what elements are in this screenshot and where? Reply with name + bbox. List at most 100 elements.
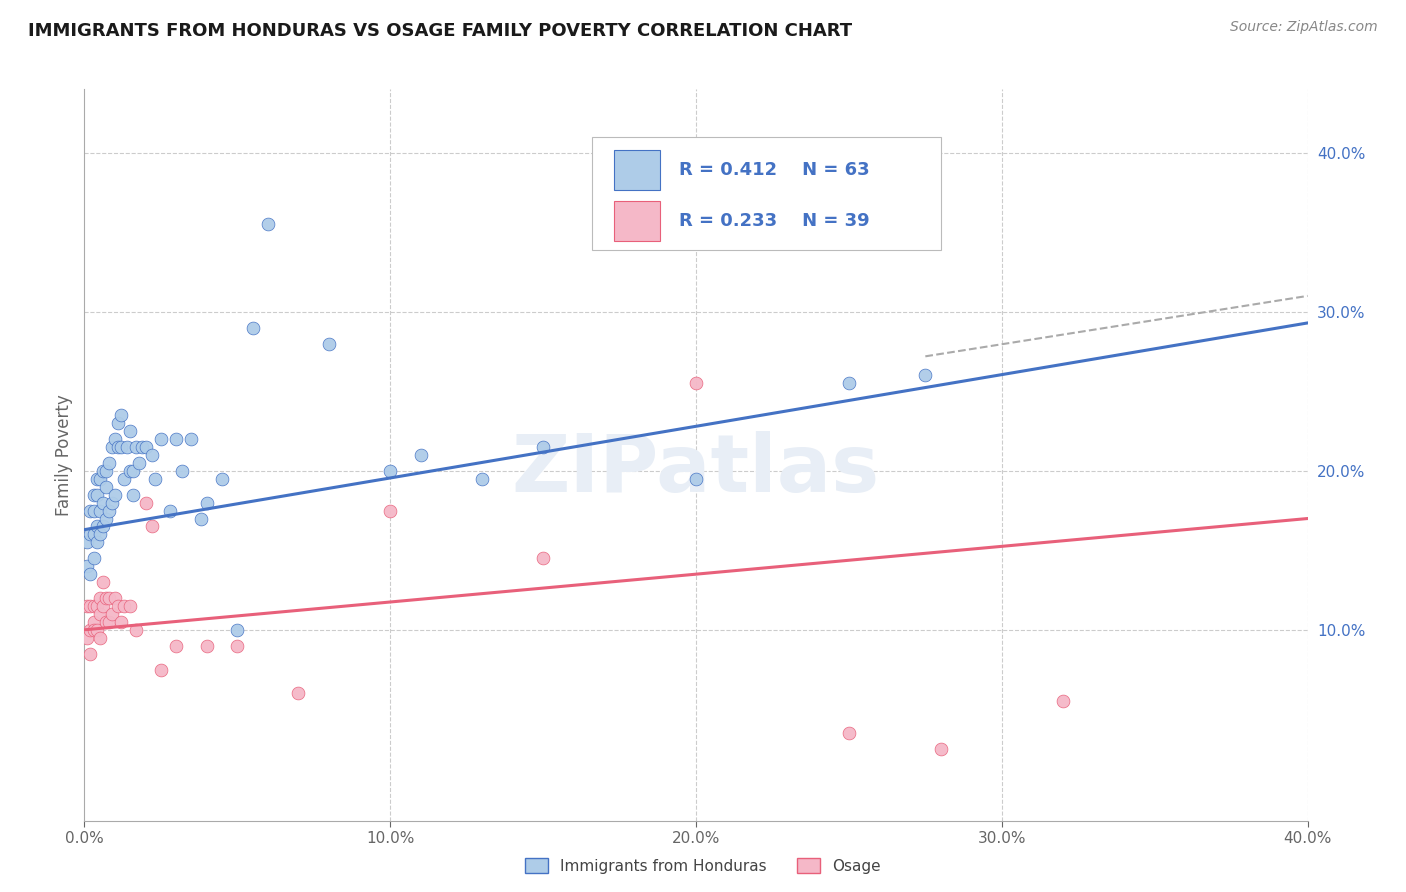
Point: [165, 639, 187, 653]
Point: [180, 432, 202, 446]
Point: [76, 535, 98, 549]
Point: [1052, 694, 1074, 708]
Point: [101, 495, 124, 509]
Point: [86, 519, 108, 533]
Point: [143, 472, 166, 486]
Point: [86, 472, 108, 486]
Point: [83, 623, 105, 637]
Point: [91, 575, 114, 590]
Point: [89, 527, 111, 541]
FancyBboxPatch shape: [614, 150, 661, 190]
Point: [104, 488, 127, 502]
Point: [104, 591, 127, 605]
Point: [91, 495, 114, 509]
Point: [128, 456, 150, 470]
Point: [914, 368, 936, 383]
Point: [226, 639, 249, 653]
Point: [83, 503, 105, 517]
Point: [120, 424, 142, 438]
Point: [91, 464, 114, 478]
Point: [190, 511, 212, 525]
Point: [86, 535, 108, 549]
Point: [94, 591, 117, 605]
Point: [195, 639, 218, 653]
Point: [94, 480, 117, 494]
Point: [79, 503, 101, 517]
Point: [257, 218, 280, 232]
FancyBboxPatch shape: [592, 136, 941, 250]
Point: [226, 623, 249, 637]
Legend: Immigrants from Honduras, Osage: Immigrants from Honduras, Osage: [519, 852, 887, 880]
Point: [242, 320, 264, 334]
Point: [838, 376, 860, 391]
Point: [110, 408, 132, 422]
Point: [104, 432, 127, 446]
Point: [94, 511, 117, 525]
Point: [83, 615, 105, 629]
Point: [115, 440, 138, 454]
FancyBboxPatch shape: [614, 201, 661, 242]
Point: [149, 432, 172, 446]
Point: [685, 376, 707, 391]
Point: [409, 448, 432, 462]
Point: [83, 599, 105, 613]
Text: R = 0.412    N = 63: R = 0.412 N = 63: [679, 161, 869, 179]
Point: [471, 472, 494, 486]
Point: [112, 472, 135, 486]
Point: [86, 623, 108, 637]
Point: [211, 472, 233, 486]
Point: [125, 440, 148, 454]
Point: [135, 440, 157, 454]
Point: [83, 488, 105, 502]
Point: [86, 488, 108, 502]
Point: [122, 488, 145, 502]
Point: [287, 686, 309, 700]
Point: [79, 623, 101, 637]
Point: [107, 440, 129, 454]
Point: [110, 440, 132, 454]
Point: [149, 663, 172, 677]
Point: [89, 503, 111, 517]
Point: [79, 599, 101, 613]
Point: [112, 599, 135, 613]
Point: [131, 440, 153, 454]
Point: [165, 432, 187, 446]
Point: [101, 607, 124, 621]
Text: ZIPatlas: ZIPatlas: [512, 431, 880, 508]
Point: [141, 448, 163, 462]
Point: [89, 607, 111, 621]
Point: [318, 336, 340, 351]
Point: [76, 559, 98, 574]
Text: R = 0.233    N = 39: R = 0.233 N = 39: [679, 212, 869, 230]
Point: [97, 503, 120, 517]
Point: [76, 631, 98, 645]
Point: [91, 599, 114, 613]
Text: Source: ZipAtlas.com: Source: ZipAtlas.com: [1230, 20, 1378, 34]
Point: [141, 519, 163, 533]
Point: [94, 615, 117, 629]
Point: [685, 472, 707, 486]
Point: [195, 495, 218, 509]
Point: [122, 464, 145, 478]
Point: [135, 495, 157, 509]
Point: [110, 615, 132, 629]
Point: [79, 567, 101, 582]
Point: [97, 456, 120, 470]
Point: [79, 647, 101, 661]
Point: [97, 591, 120, 605]
Point: [79, 527, 101, 541]
Point: [97, 615, 120, 629]
Point: [380, 503, 402, 517]
Point: [83, 551, 105, 566]
Point: [83, 527, 105, 541]
Point: [838, 726, 860, 740]
Point: [91, 519, 114, 533]
Point: [159, 503, 181, 517]
Point: [76, 599, 98, 613]
Point: [89, 472, 111, 486]
Point: [94, 464, 117, 478]
Point: [929, 742, 952, 756]
Text: IMMIGRANTS FROM HONDURAS VS OSAGE FAMILY POVERTY CORRELATION CHART: IMMIGRANTS FROM HONDURAS VS OSAGE FAMILY…: [28, 22, 852, 40]
Point: [89, 631, 111, 645]
Point: [86, 599, 108, 613]
